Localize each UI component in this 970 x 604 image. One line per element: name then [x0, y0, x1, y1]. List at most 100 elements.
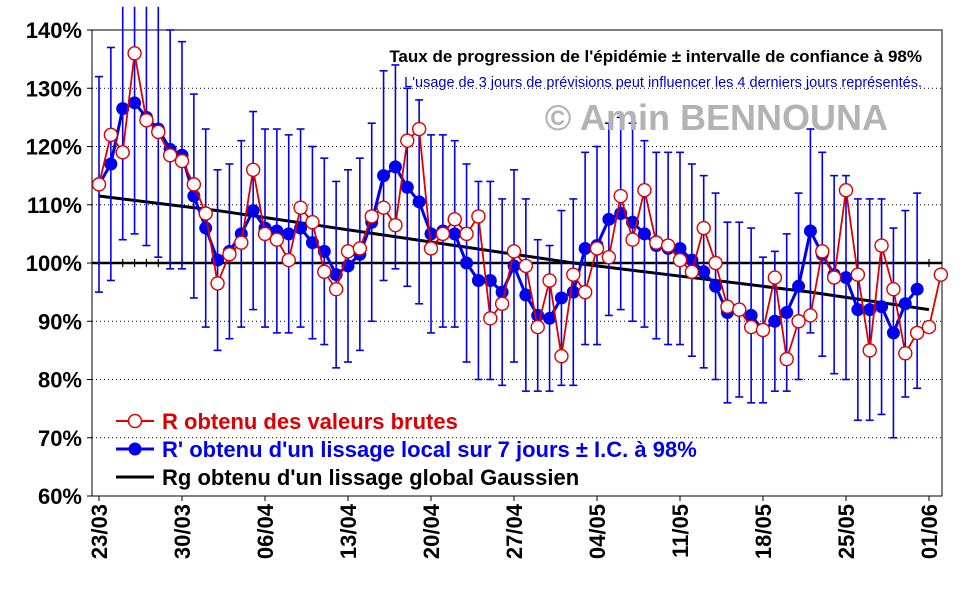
smoothed-point [602, 212, 616, 226]
raw-point [625, 232, 640, 247]
smoothed-point [104, 157, 118, 171]
legend-item-smoothed: R' obtenu d'un lissage local sur 7 jours… [116, 437, 697, 462]
smoothed-point [697, 265, 711, 279]
raw-point [317, 264, 332, 279]
raw-point [234, 235, 249, 250]
x-tick-label: 30/03 [170, 504, 195, 559]
smoothed-point [519, 288, 533, 302]
watermark: © Amin BENNOUNA [545, 97, 888, 138]
raw-point [506, 244, 522, 259]
smoothed-point [744, 308, 758, 322]
smoothed-point [246, 204, 260, 218]
raw-point [660, 238, 676, 253]
smoothed-point [863, 303, 877, 317]
raw-point [862, 343, 877, 358]
x-tick-label: 18/05 [751, 504, 776, 559]
raw-point [411, 121, 427, 137]
raw-point [400, 133, 415, 148]
y-tick-label: 120% [26, 135, 82, 160]
raw-point [838, 182, 854, 198]
raw-point [649, 235, 664, 250]
x-tick-label: 20/04 [419, 503, 444, 559]
raw-point [577, 284, 593, 300]
raw-point [364, 209, 379, 224]
legend-swatch-raw-marker [127, 413, 143, 429]
raw-point [684, 264, 700, 279]
smoothed-point [566, 285, 580, 299]
raw-point [340, 244, 356, 259]
raw-point [447, 212, 462, 227]
legend: R obtenu des valeurs brutes R' obtenu d'… [116, 409, 697, 490]
smoothed-point [460, 256, 474, 270]
x-tick-label: 06/04 [253, 503, 278, 559]
legend-label-smoothed: R' obtenu d'un lissage local sur 7 jours… [162, 437, 697, 462]
raw-point [198, 206, 213, 221]
raw-point [732, 302, 747, 317]
smoothed-point [554, 291, 568, 305]
y-tick-label: 110% [27, 193, 82, 218]
raw-point [423, 241, 439, 256]
raw-point [696, 220, 711, 236]
raw-point [566, 267, 581, 282]
raw-point [815, 244, 830, 259]
smoothed-point [448, 227, 462, 241]
chart-subtitle: L'usage de 3 jours de prévisions peut in… [404, 75, 922, 91]
x-tick-label: 23/03 [87, 504, 112, 559]
y-tick-label: 70% [38, 426, 82, 451]
y-axis-ticks: 60% 70% 80% 90% 100% 110% 120% 130% 140% [26, 18, 92, 509]
x-tick-label: 11/05 [668, 504, 693, 558]
raw-point [708, 255, 723, 271]
smoothed-point [424, 227, 438, 241]
raw-point [850, 267, 866, 282]
legend-item-gaussian: Rg obtenu d'un lissage global Gaussien [116, 465, 579, 490]
raw-point [269, 232, 285, 247]
raw-point [376, 200, 391, 215]
smoothed-point [673, 241, 687, 255]
raw-point [281, 252, 296, 268]
raw-point [613, 188, 628, 204]
legend-label-raw: R obtenu des valeurs brutes [162, 409, 458, 434]
raw-point [518, 258, 534, 274]
y-tick-label: 140% [26, 18, 82, 43]
smoothed-point [471, 273, 485, 287]
raw-point [933, 267, 949, 282]
legend-swatch-smoothed-marker [128, 442, 142, 456]
raw-point [471, 209, 486, 224]
smoothed-point [898, 297, 912, 311]
raw-point [720, 299, 735, 314]
raw-point [352, 241, 368, 256]
raw-point [435, 226, 451, 242]
smoothed-point [709, 279, 723, 293]
raw-point [921, 319, 937, 335]
x-axis-ticks: 23/03 30/03 06/04 13/04 20/04 27/04 04/05 11/05… [87, 496, 942, 559]
raw-point [874, 238, 889, 253]
raw-point [257, 226, 273, 242]
smoothed-point [768, 314, 782, 328]
smoothed-point [803, 224, 817, 238]
raw-point [494, 296, 510, 311]
raw-point [637, 182, 652, 198]
raw-point [174, 153, 190, 169]
smoothed-point [412, 195, 426, 209]
smoothed-point [128, 96, 142, 110]
y-tick-label: 100% [26, 251, 82, 276]
smoothed-point [578, 241, 592, 255]
raw-point [767, 270, 783, 285]
smoothed-point [886, 326, 900, 340]
smoothed-point [400, 180, 414, 194]
raw-point [779, 351, 794, 367]
smoothed-point [839, 271, 853, 285]
smoothed-point [388, 160, 402, 174]
raw-point [186, 177, 202, 192]
y-tick-label: 60% [38, 484, 82, 509]
raw-point [589, 241, 605, 256]
raw-point [115, 145, 130, 160]
raw-point [530, 319, 545, 335]
raw-point [293, 200, 308, 215]
raw-point [898, 346, 913, 361]
smoothed-point [851, 303, 865, 317]
raw-point [483, 311, 498, 326]
raw-series-group [91, 46, 949, 367]
smoothed-point [377, 169, 391, 183]
raw-point [388, 217, 403, 233]
